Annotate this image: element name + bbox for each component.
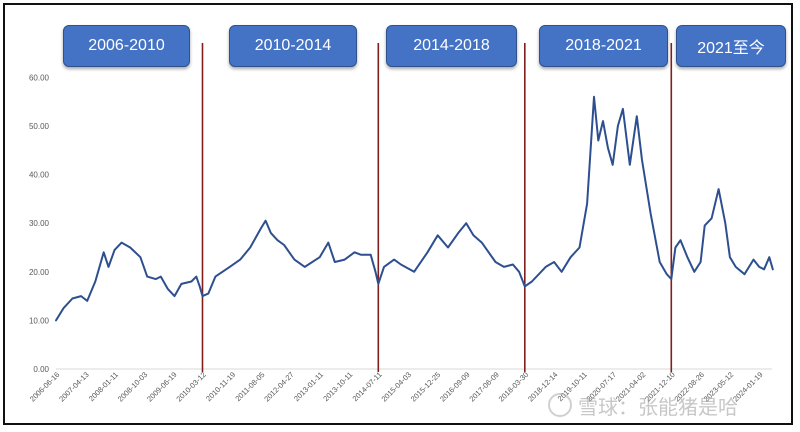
x-tick-label: 2007-04-13 — [57, 370, 90, 403]
series-line — [55, 95, 774, 322]
y-tick-label: 40.00 — [29, 171, 50, 180]
x-tick-label: 2008-01-11 — [87, 370, 120, 403]
period-label: 2021至今 — [697, 40, 765, 57]
x-tick-label: 2016-09-09 — [438, 370, 471, 403]
x-tick-label: 2015-12-25 — [409, 370, 442, 403]
y-tick-label: 20.00 — [29, 268, 50, 277]
y-axis: 0.00 10.00 20.00 30.00 40.00 50.00 60.00 — [29, 73, 50, 374]
period-dividers — [201, 43, 673, 372]
y-tick-label: 60.00 — [29, 73, 50, 82]
x-tick-label: 2006-06-16 — [28, 370, 61, 403]
period-box-2010-2014: 2010-2014 — [229, 25, 357, 67]
x-tick-label: 2010-03-12 — [174, 370, 207, 403]
x-tick-label: 2017-06-09 — [467, 370, 500, 403]
watermark-text: 雪球：张能猪是哈 — [578, 394, 738, 419]
x-tick-label: 2009-06-19 — [145, 370, 178, 403]
x-tick-label: 2014-07-11 — [351, 370, 384, 403]
x-tick-label: 2010-11-19 — [204, 370, 237, 403]
period-box-2018-2021: 2018-2021 — [539, 25, 668, 67]
y-tick-label: 30.00 — [29, 219, 50, 228]
snowball-logo-icon — [548, 393, 572, 417]
period-label: 2010-2014 — [254, 37, 332, 54]
period-label: 2014-2018 — [413, 37, 490, 54]
x-tick-label: 2012-04-27 — [262, 370, 295, 403]
x-tick-label: 2018-03-30 — [497, 370, 530, 403]
x-tick-label: 2015-04-03 — [380, 370, 413, 403]
y-tick-label: 10.00 — [29, 316, 50, 325]
period-box-2021-now: 2021至今 — [676, 25, 786, 67]
chart-frame — [3, 3, 793, 425]
y-tick-label: 50.00 — [29, 122, 50, 131]
x-tick-label: 2008-10-03 — [116, 370, 149, 403]
period-label: 2018-2021 — [565, 37, 642, 54]
period-box-2014-2018: 2014-2018 — [386, 25, 517, 67]
y-tick-label: 0.00 — [33, 365, 49, 374]
x-tick-label: 2013-10-11 — [321, 370, 354, 403]
x-tick-label: 2011-08-05 — [233, 370, 266, 403]
x-tick-label: 2013-01-11 — [292, 370, 325, 403]
period-box-2006-2010: 2006-2010 — [63, 25, 190, 67]
watermark: 雪球：张能猪是哈 — [548, 389, 738, 421]
period-label: 2006-2010 — [88, 37, 165, 54]
